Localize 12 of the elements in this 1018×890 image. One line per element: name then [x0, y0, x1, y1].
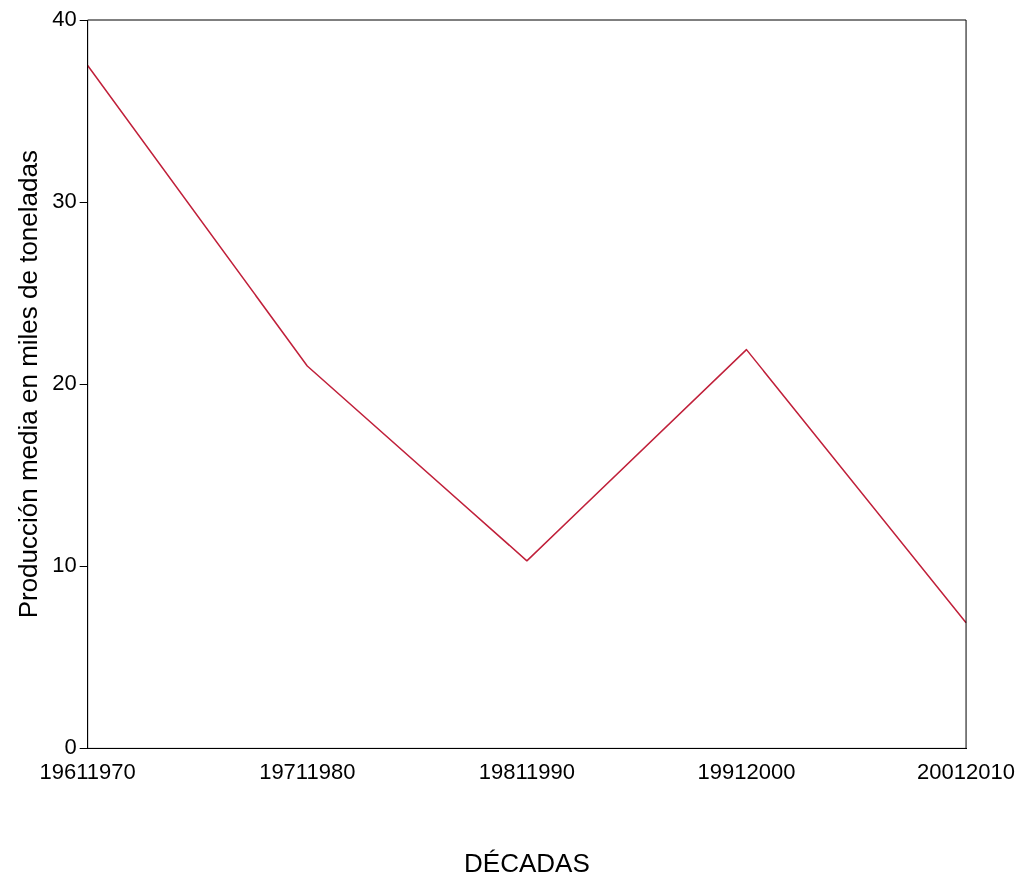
y-tick-label: 40 — [52, 6, 77, 32]
y-tick-label: 0 — [64, 734, 77, 760]
x-tick-label: 19811990 — [478, 758, 575, 784]
x-tick-label: 19711980 — [259, 758, 356, 784]
x-axis-title: DÉCADAS — [464, 847, 590, 878]
x-tick-label: 19912000 — [697, 758, 796, 784]
x-tick-label: 19611970 — [39, 758, 136, 784]
y-tick-label: 10 — [52, 552, 77, 578]
x-tick-label: 20012010 — [917, 758, 1015, 784]
y-tick-label: 30 — [52, 188, 77, 214]
y-tick-label: 20 — [52, 370, 77, 396]
y-axis-title: Producción media en miles de toneladas — [12, 150, 43, 619]
